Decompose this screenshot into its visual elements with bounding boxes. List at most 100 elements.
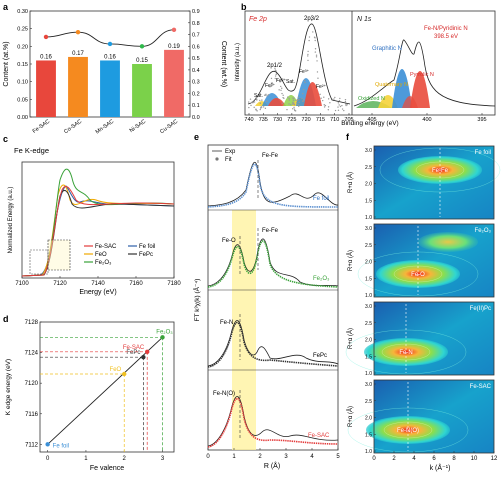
f-ytick: 3.0	[365, 148, 372, 154]
panel-d: d K edge energy (eV) Fe valence 7112 7116…	[3, 314, 175, 472]
c-legend-entry: FePc	[139, 252, 153, 258]
d-ytick: 7120	[25, 381, 39, 387]
panel-c: c Fe K-edge Normalized Energy (a.u.) Ene…	[3, 134, 181, 296]
panel-e-ylabel: FT k³χ(k) (Å⁻⁴)	[192, 279, 201, 322]
panel-e-frame	[207, 144, 339, 451]
label-fe3b: Fe³⁺	[299, 69, 310, 75]
c-legend-entry: Fe foil	[139, 244, 155, 250]
f-xtick: 8	[452, 456, 456, 462]
f-ytick: 2.5	[365, 399, 372, 405]
f-ytick: 1.0	[365, 215, 372, 221]
a-ytick-right: 0.4	[192, 68, 200, 74]
bar-category-label: Ni-SAC	[129, 119, 147, 134]
panel-f-xticks: 0 2 4 6 8 10 12	[372, 451, 498, 462]
panel-b-xticks: 740 735 730 725 720 715 710 705 405 400 395	[244, 113, 487, 123]
f-xtick: 10	[471, 456, 478, 462]
panel-d-label: d	[3, 314, 9, 324]
label-fe2a: Fe²⁺	[276, 78, 287, 84]
label-fe3a: Fe³⁺	[265, 83, 276, 89]
bar-category-label: Co-SAC	[63, 119, 83, 136]
c-xtick: 7160	[129, 281, 143, 287]
label-fen: Fe-N	[220, 320, 233, 326]
a-ytick-right: 0.6	[192, 44, 200, 50]
e-xtick: 4	[310, 454, 314, 460]
wavelet-peak-label: Fe-O	[411, 272, 425, 278]
bar-ni-sac	[132, 64, 152, 117]
label-feo: Fe-O	[222, 238, 236, 244]
f-ytick: 1.0	[365, 449, 372, 455]
a-ytick-right: 0.8	[192, 21, 200, 27]
f-xtick: 12	[491, 456, 498, 462]
wavelet-peak-label: Fe-N(O)	[397, 428, 419, 434]
eXAFS-curves	[207, 161, 339, 448]
d-point-label: Fe₂O₃	[156, 329, 173, 335]
f-ylabel: R+α (Å)	[347, 406, 354, 427]
wavelet-map-1: Fe₂O₃ Fe-O 1.0 1.5 2.0 2.5 3.0 R+α (Å)	[347, 223, 495, 299]
f-ytick: 1.5	[365, 276, 372, 282]
d-point	[141, 354, 146, 360]
f-ytick: 1.5	[365, 198, 372, 204]
wavelet-map-2: Fe(II)Pc Fe-N 1.0 1.5 2.0 2.5 3.0 R+α (Å)	[345, 301, 495, 377]
wavelet-map-title: Fe foil	[475, 150, 491, 156]
wavelet-map-title: Fe₂O₃	[475, 228, 492, 234]
e-xtick: 5	[336, 454, 340, 460]
panel-b-ylabel: Intensity (a.u.)	[235, 43, 241, 81]
b-xtick: 735	[259, 117, 268, 123]
f-ytick: 2.5	[365, 165, 372, 171]
d-point-label: Fe-SAC	[123, 345, 145, 351]
panel-a-weight-line	[43, 27, 177, 49]
panel-b: b Fe 2p N 1s Intensity (a.u.) Binding en…	[235, 2, 496, 127]
f-ytick: 3.0	[365, 304, 372, 310]
panel-a-label: a	[3, 2, 9, 12]
panel-e-xlabel: R (Å)	[264, 461, 280, 470]
label-2p32: 2p3/2	[304, 16, 320, 22]
panel-f-label: f	[346, 132, 350, 142]
d-point	[145, 349, 150, 355]
fen-region-highlight	[232, 210, 256, 450]
xanes-curves	[21, 168, 175, 277]
d-xtick: 0	[46, 456, 50, 462]
a-ytick-left: 0.30	[17, 9, 28, 15]
panel-a: a 0.00 0.05 0.10 0.15 0.20 0.25 0.30 0.0 0.1 0.2…	[3, 2, 227, 136]
f-xtick: 0	[372, 456, 376, 462]
label-quaternary-n: Quaternary N	[375, 82, 408, 88]
bar-value-label: 0.16	[40, 54, 52, 60]
weight-point	[75, 30, 81, 35]
f-ylabel: R+α (Å)	[347, 172, 354, 193]
panel-d-xlabel: Fe valence	[90, 465, 124, 472]
weight-point	[43, 34, 49, 40]
a-ytick-right: 0.5	[192, 56, 200, 62]
wavelet-map-title: Fe(II)Pc	[470, 306, 491, 312]
label-feno: Fe-N(O)	[213, 391, 235, 397]
panel-b-xlabel: Binding energy (eV)	[341, 120, 398, 127]
panel-d-frame	[39, 321, 175, 453]
panel-d-ticks: 7112 7116 7120 7124 7128 0 1 2 3	[25, 320, 165, 462]
fe2p-raw-scatter	[248, 19, 348, 112]
label-sat1: Sat.	[254, 93, 263, 99]
f-ytick: 2.5	[365, 243, 372, 249]
legend-fit: Fit	[225, 157, 232, 163]
d-point-label: Fe foil	[53, 443, 69, 449]
label-fepc: FePc	[313, 353, 327, 359]
panel-a-left-axis: 0.00 0.05 0.10 0.15 0.20 0.25 0.30	[17, 9, 32, 121]
f-ylabel: R+α (Å)	[347, 328, 354, 349]
label-fe-foil: Fe foil	[313, 196, 329, 202]
n1s-title: N 1s	[357, 16, 372, 23]
wavelet-peak-label: Fe-Fe	[432, 168, 449, 174]
bar-mn-sac	[100, 60, 120, 117]
panel-c-xlabel: Energy (eV)	[79, 289, 116, 296]
b-xtick: 720	[302, 117, 311, 123]
f-xtick: 4	[412, 456, 416, 462]
label-fefe-foil: Fe-Fe	[262, 153, 279, 159]
bar-value-label: 0.19	[168, 44, 180, 50]
label-fefe-oxide: Fe-Fe	[262, 228, 279, 234]
wavelet-map-3: Fe-SAC Fe-N(O) 1.0 1.5 2.0 2.5 3.0 R+α (Å)	[347, 379, 495, 455]
d-point	[160, 335, 165, 340]
f-ytick: 1.5	[365, 432, 372, 438]
a-ytick-right: 0.7	[192, 33, 200, 39]
a-ytick-left: 0.15	[17, 62, 28, 68]
panel-c-xticks: 7100 7120 7140 7160 7180	[15, 276, 181, 287]
